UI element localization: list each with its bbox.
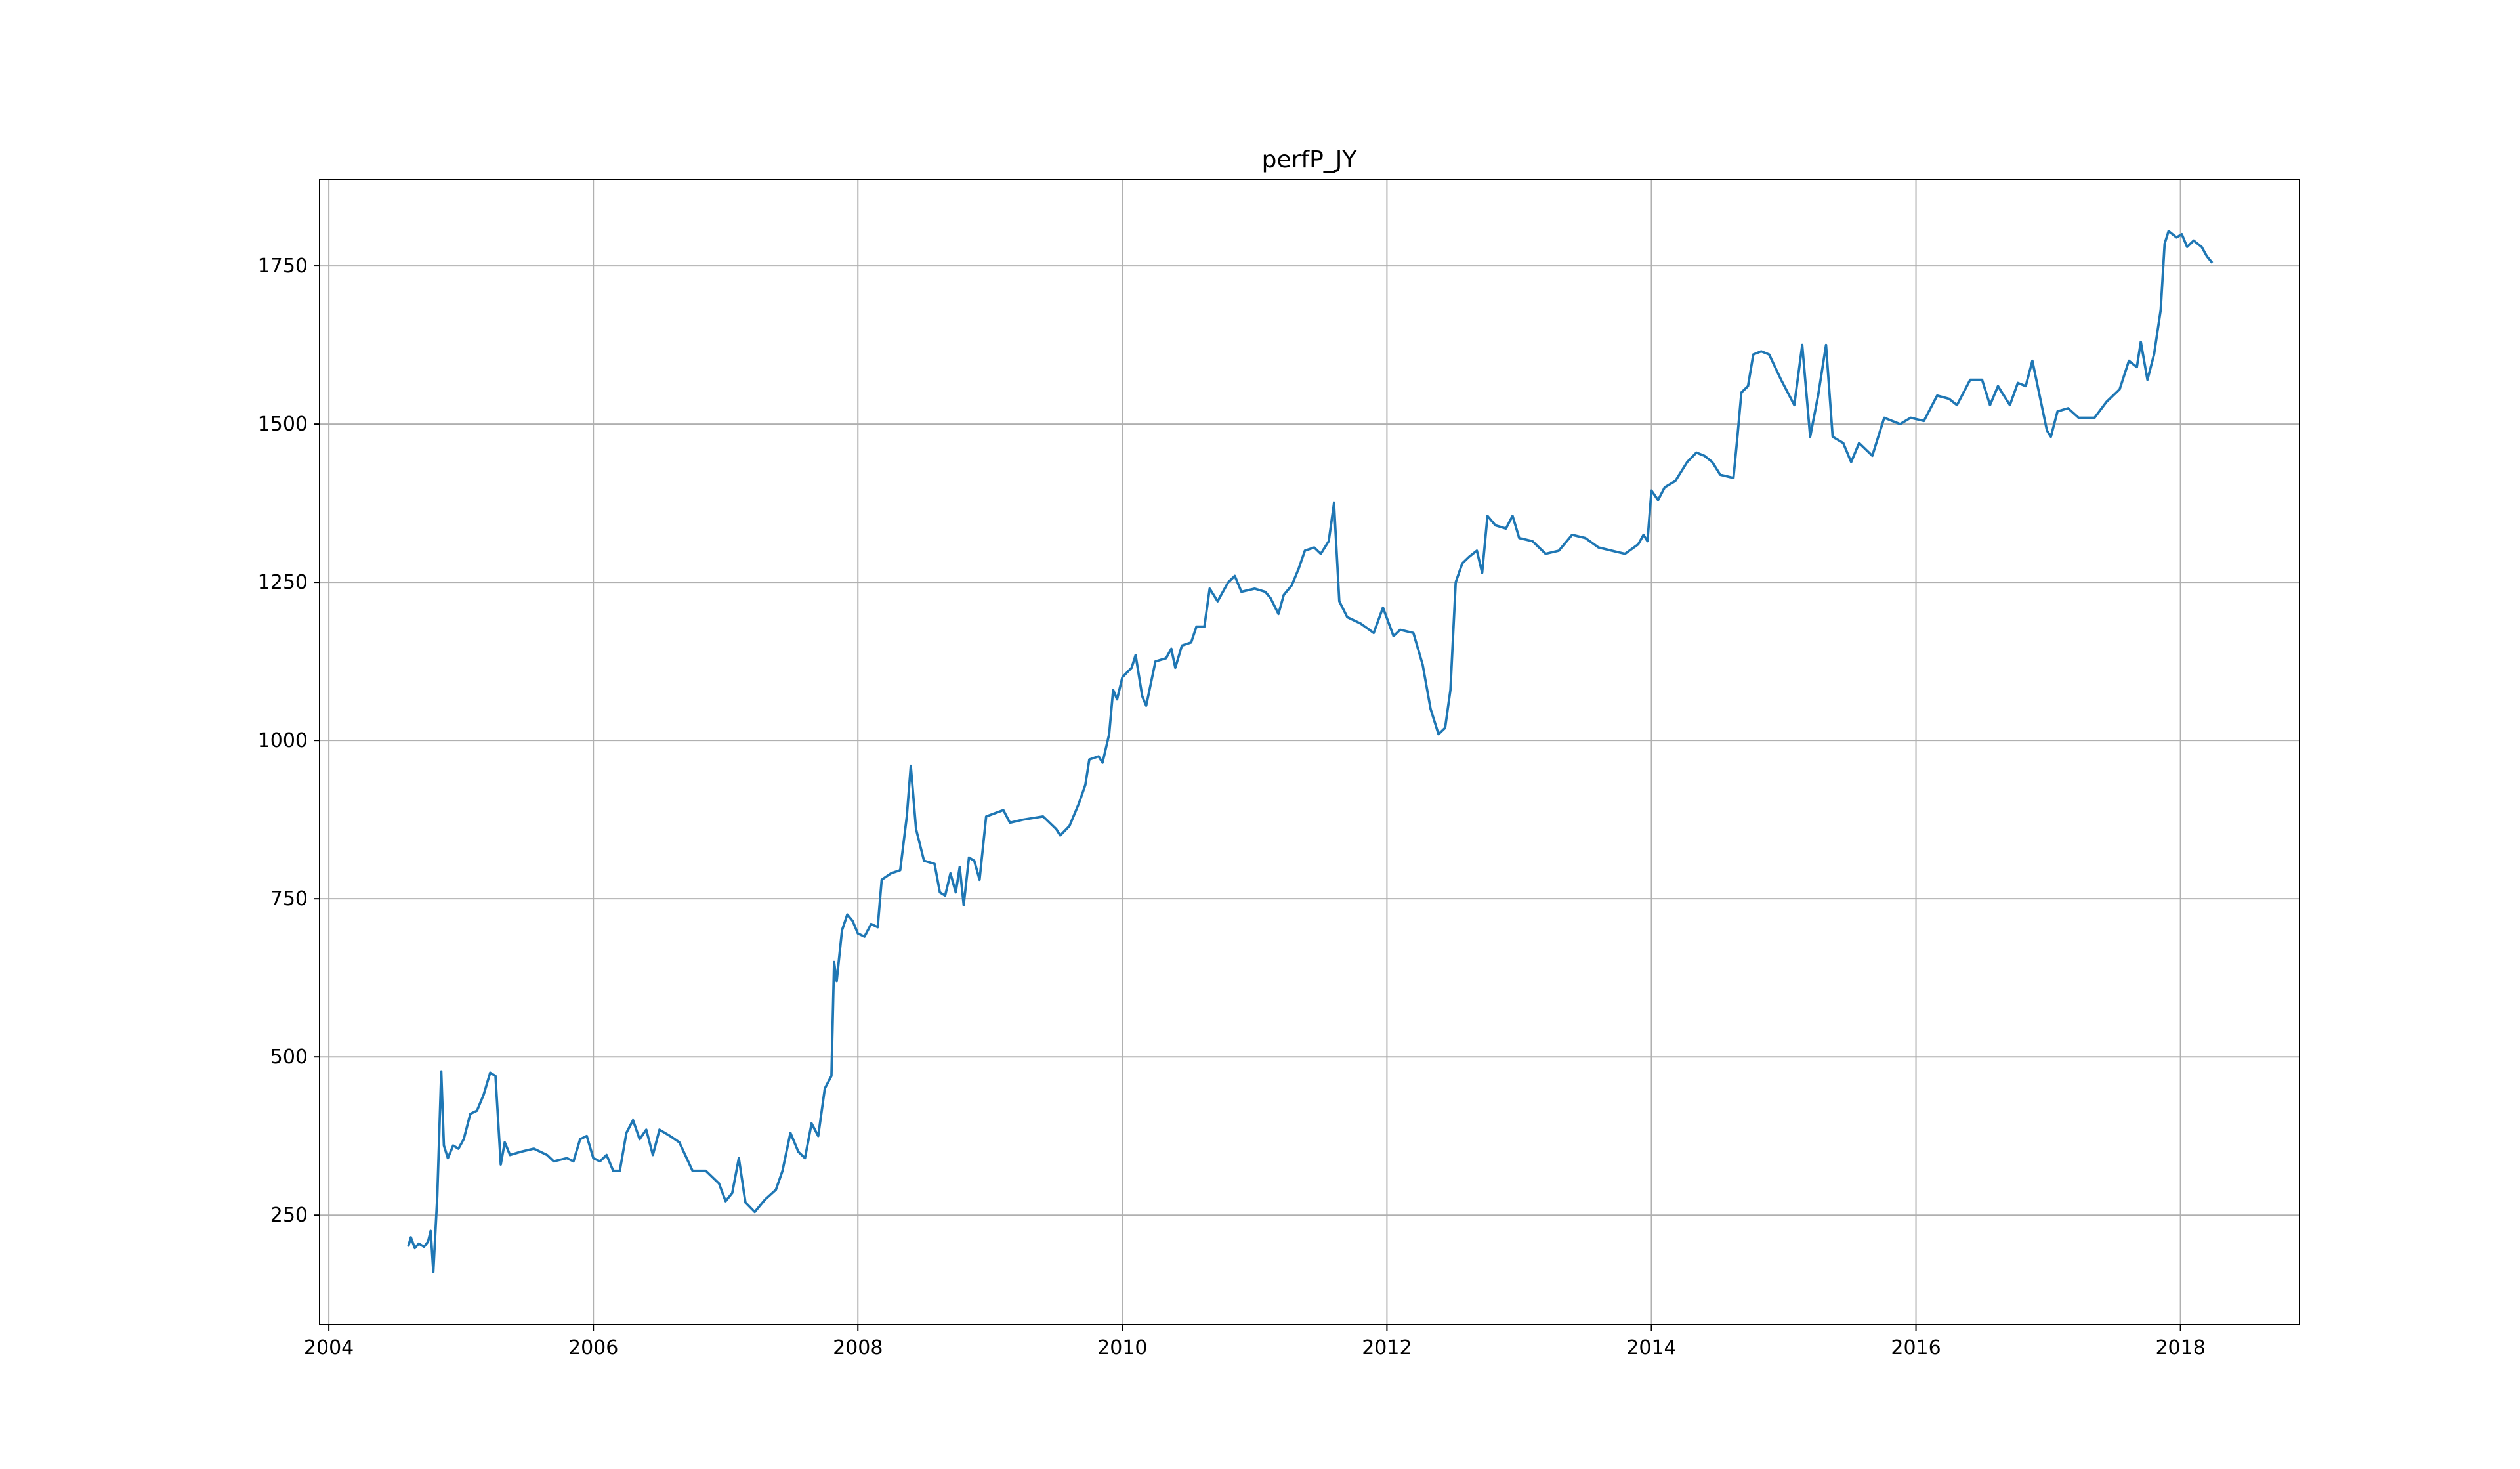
x-tick-label: 2018 [2155, 1336, 2205, 1359]
y-tick-label: 750 [270, 887, 308, 910]
x-tick-label: 2016 [1891, 1336, 1941, 1359]
y-tick-label: 1500 [258, 413, 308, 436]
x-tick-label: 2008 [833, 1336, 883, 1359]
plot-frame [319, 179, 2300, 1325]
x-tick-label: 2006 [568, 1336, 618, 1359]
x-tick-label: 2004 [304, 1336, 354, 1359]
data-line [407, 230, 2214, 1273]
y-tick-label: 500 [270, 1046, 308, 1069]
y-tick-label: 1000 [258, 729, 308, 752]
y-tick-label: 1750 [258, 255, 308, 278]
y-tick-label: 1250 [258, 571, 308, 594]
x-tick-label: 2010 [1097, 1336, 1147, 1359]
chart-title: perfP_JY [1262, 146, 1358, 173]
x-tick-label: 2014 [1626, 1336, 1676, 1359]
x-tick-label: 2012 [1362, 1336, 1412, 1359]
y-tick-label: 250 [270, 1204, 308, 1227]
